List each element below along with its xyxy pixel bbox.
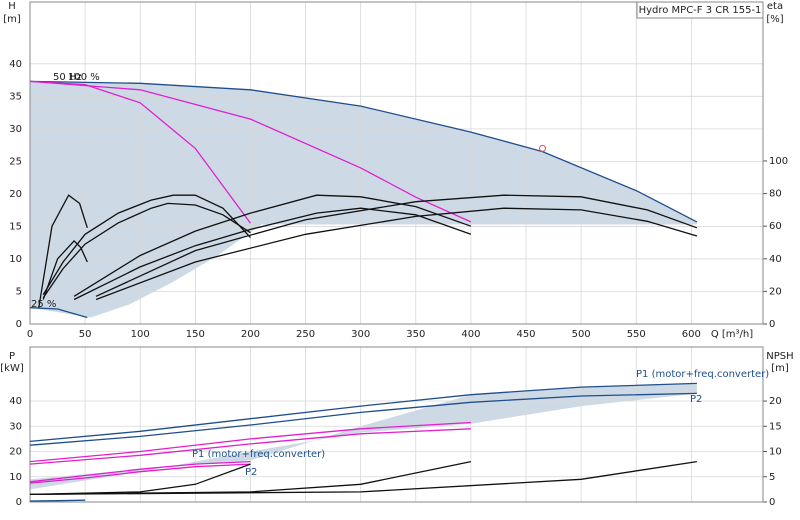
x-tick-label: 100 xyxy=(131,329,150,340)
y-tick-label: 30 xyxy=(9,124,22,135)
curve xyxy=(29,428,471,465)
y-tick-label: 0 xyxy=(16,319,22,330)
curve xyxy=(42,239,88,300)
x-tick-label: 200 xyxy=(241,329,260,340)
operating-region xyxy=(30,81,697,318)
curve xyxy=(42,202,251,299)
y2-tick-label: 5 xyxy=(769,472,775,483)
y2-axis-label: NPSH xyxy=(766,351,793,362)
annotation: P1 (motor+freq.converter) xyxy=(636,369,769,380)
y2-tick-label: 15 xyxy=(769,421,782,432)
x-tick-label: 0 xyxy=(27,329,33,340)
duty-point xyxy=(539,144,547,152)
y2-tick-label: 10 xyxy=(769,447,782,458)
annotation: 100 % xyxy=(68,72,100,83)
curve xyxy=(73,207,472,301)
annotation: P2 xyxy=(690,394,702,405)
y-tick-label: 40 xyxy=(9,59,22,70)
annotation: 25 % xyxy=(31,299,56,310)
annotation: 50 Hz xyxy=(53,72,82,83)
y-tick-label: 40 xyxy=(9,396,22,407)
x-tick-label: 150 xyxy=(186,329,205,340)
x-tick-label: 50 xyxy=(79,329,92,340)
y-tick-label: 15 xyxy=(9,221,22,232)
y-axis-unit: [kW] xyxy=(0,363,24,374)
y2-axis-label: eta xyxy=(767,1,783,12)
curve xyxy=(95,194,698,297)
curve xyxy=(42,194,251,296)
annotation: P1 (motor+freq.converter) xyxy=(192,449,325,460)
y-axis-label: P xyxy=(9,351,15,362)
x-axis-label: Q [m³/h] xyxy=(711,329,753,340)
curve xyxy=(29,80,698,223)
y2-tick-label: 40 xyxy=(769,254,782,265)
y-tick-label: 0 xyxy=(16,497,22,508)
plot-frame xyxy=(29,1,764,325)
y-axis-label: H xyxy=(8,1,16,12)
y-tick-label: 10 xyxy=(9,472,22,483)
curve xyxy=(29,80,252,224)
curve xyxy=(29,463,251,484)
curve xyxy=(29,460,251,483)
y-tick-label: 5 xyxy=(16,286,22,297)
curve xyxy=(95,207,698,301)
y2-tick-label: 0 xyxy=(769,319,775,330)
operating-region xyxy=(30,383,697,490)
y-tick-label: 25 xyxy=(9,156,22,167)
x-tick-label: 450 xyxy=(516,329,535,340)
y-tick-label: 20 xyxy=(9,189,22,200)
y2-tick-label: 0 xyxy=(769,497,775,508)
x-tick-label: 550 xyxy=(627,329,646,340)
curve xyxy=(29,499,86,502)
curve xyxy=(73,194,472,297)
y-tick-label: 20 xyxy=(9,447,22,458)
y2-axis-unit: [%] xyxy=(766,14,783,25)
x-tick-label: 250 xyxy=(296,329,315,340)
y2-tick-label: 20 xyxy=(769,286,782,297)
annotation: P2 xyxy=(245,467,257,478)
curve xyxy=(29,392,697,446)
curve xyxy=(29,421,471,463)
y2-axis-unit: [m] xyxy=(771,363,789,374)
x-tick-label: 350 xyxy=(406,329,425,340)
curve xyxy=(29,307,88,319)
y-tick-label: 35 xyxy=(9,91,22,102)
chart-title: Hydro MPC-F 3 CR 155-1 xyxy=(639,5,762,16)
y-axis-unit: [m] xyxy=(3,14,21,25)
x-tick-label: 600 xyxy=(682,329,701,340)
curve xyxy=(29,382,697,443)
y2-tick-label: 100 xyxy=(769,156,788,167)
curve xyxy=(29,460,697,496)
y-tick-label: 30 xyxy=(9,421,22,432)
y2-tick-label: 20 xyxy=(769,396,782,407)
y2-tick-label: 60 xyxy=(769,221,782,232)
x-tick-label: 400 xyxy=(461,329,480,340)
title-box xyxy=(636,1,764,19)
curve xyxy=(38,194,88,308)
x-tick-label: 300 xyxy=(351,329,370,340)
y-tick-label: 10 xyxy=(9,254,22,265)
plot-frame xyxy=(29,346,764,503)
y2-tick-label: 80 xyxy=(769,189,782,200)
x-tick-label: 500 xyxy=(572,329,591,340)
